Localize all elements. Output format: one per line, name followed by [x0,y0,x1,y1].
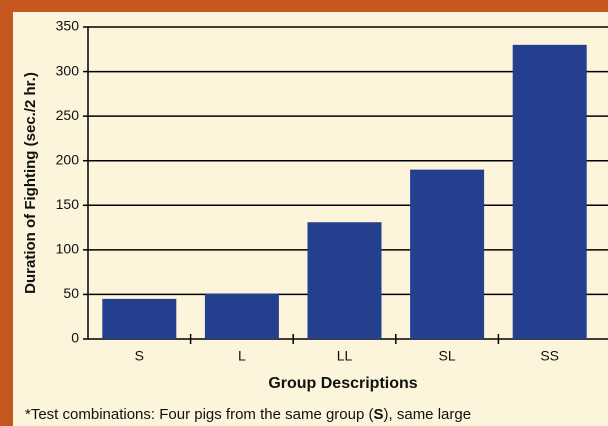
y-tick-label: 150 [56,196,80,212]
y-tick-label: 200 [56,151,80,167]
y-tick-label: 250 [56,107,80,123]
y-tick-label: 300 [56,62,80,78]
y-tick-label: 0 [71,330,79,346]
bar [307,222,382,339]
x-tick-label: L [238,348,246,364]
x-tick-label: LL [337,348,353,364]
y-tick-label: 100 [56,241,80,257]
bar [102,298,177,339]
y-tick-label: 350 [56,18,80,34]
panel [13,12,608,426]
x-tick-label: SL [439,348,456,364]
x-tick-label: SS [540,348,559,364]
x-axis-label: Group Descriptions [268,375,417,392]
footnote-part: ), same large [384,406,472,423]
bar [204,293,279,339]
footnote-part: *Test combinations: Four pigs from the s… [25,406,374,423]
bar [512,44,587,339]
y-axis-label: Duration of Fighting (sec./2 hr.) [22,72,39,294]
y-tick-label: 50 [63,285,79,301]
bar [410,169,485,339]
footnote-part: S [374,406,384,423]
footnote: *Test combinations: Four pigs from the s… [25,406,471,423]
x-tick-label: S [135,348,144,364]
